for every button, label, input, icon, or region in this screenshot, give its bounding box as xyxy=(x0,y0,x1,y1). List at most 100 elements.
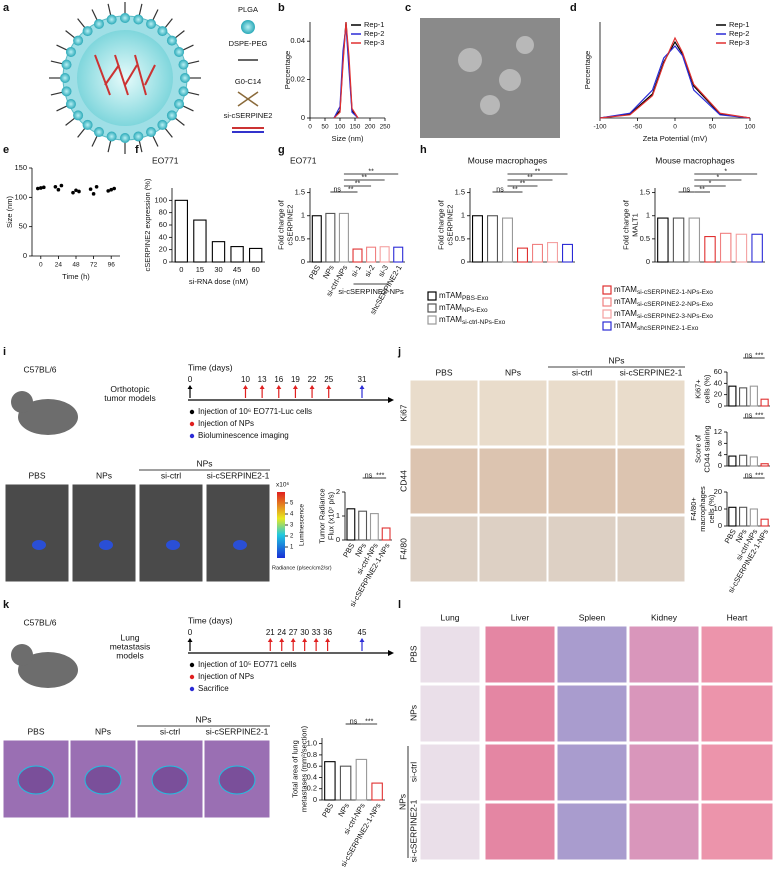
plga-bead xyxy=(166,35,177,46)
timeline-tick-label: 24 xyxy=(277,628,286,637)
bar xyxy=(561,243,573,263)
row-label: PBS xyxy=(408,645,418,662)
legend-label: Rep-2 xyxy=(364,29,384,38)
x-tick-label: NPs xyxy=(336,801,351,818)
plga-bead xyxy=(73,35,84,46)
legend-label: mTAMsi-ctrl-NPs-Exo xyxy=(439,315,506,326)
point xyxy=(74,188,78,193)
x-tick-label: -100 xyxy=(593,124,606,131)
x-tick-label: 45 xyxy=(233,265,241,274)
tissue-section xyxy=(484,684,556,743)
legend-label: Rep-3 xyxy=(364,38,384,47)
plga-bead xyxy=(180,73,190,83)
y-tick-label: 1.5 xyxy=(295,188,305,197)
timeline-arrowhead xyxy=(187,638,193,642)
y-tick-label: 1 xyxy=(336,511,340,520)
line xyxy=(333,21,359,119)
legend-label: mTAMPBS-Exo xyxy=(439,291,489,302)
column-label: NPs xyxy=(95,726,111,736)
significance-label: ** xyxy=(512,186,518,193)
timeline-arrowhead xyxy=(187,385,193,389)
y-tick-label: 40 xyxy=(159,232,167,241)
legend-label: si-cSERPINE2 xyxy=(224,111,273,120)
bioluminescence-image xyxy=(71,483,137,583)
significance-label: ** xyxy=(520,180,526,187)
significance-label: *** xyxy=(755,412,763,419)
plga-bead xyxy=(106,14,117,25)
y-tick-label: 20 xyxy=(714,390,722,399)
tissue-section xyxy=(484,743,556,802)
x-tick-label: 48 xyxy=(72,262,80,269)
sirna xyxy=(94,54,111,96)
panel-label: l xyxy=(398,599,401,611)
point xyxy=(59,183,64,188)
y-tick-label: 1.0 xyxy=(307,739,317,748)
panel-label: c xyxy=(405,2,411,14)
sirna xyxy=(114,54,129,96)
point xyxy=(91,192,96,196)
bar xyxy=(339,765,352,801)
legend-sub: shcSERPINE2-1-Exo xyxy=(637,325,699,332)
group-label: NPs xyxy=(196,458,212,468)
sirna xyxy=(104,64,120,86)
timeline-arrowhead xyxy=(359,638,365,642)
chart-title: EO771 xyxy=(152,155,179,165)
colorbar-tick-label: 4 xyxy=(290,512,294,518)
point xyxy=(71,190,75,195)
chart-title: Mouse macrophages xyxy=(468,155,547,165)
bar xyxy=(471,215,483,263)
bar xyxy=(728,455,737,467)
column-label: si-cSERPINE2-1 xyxy=(206,726,269,736)
x-tick-label: 72 xyxy=(90,262,98,269)
column-label: PBS xyxy=(28,470,45,480)
legend-swatch xyxy=(427,291,437,301)
tissue-section xyxy=(628,625,700,684)
line xyxy=(599,40,751,119)
x-tick-label: PBS xyxy=(341,541,356,559)
timeline-tick-label: 27 xyxy=(289,628,298,637)
row-label: CD44 xyxy=(398,470,408,492)
legend-dot xyxy=(189,421,195,427)
bioluminescence-image xyxy=(138,483,204,583)
point xyxy=(53,184,58,189)
legend-label: PLGA xyxy=(238,5,258,14)
y-axis-label: Fold change of xyxy=(276,199,285,250)
legend-swatch xyxy=(602,321,612,331)
timeline-tick-label: 30 xyxy=(300,628,309,637)
panel-label: a xyxy=(3,2,10,14)
y-tick-label: 0.2 xyxy=(307,784,317,793)
line xyxy=(599,36,751,119)
y-axis-label: Size (nm) xyxy=(5,195,14,228)
tissue-section xyxy=(419,802,481,861)
x-tick-label: 96 xyxy=(108,262,116,269)
metastasis xyxy=(17,765,55,795)
row-label: F4/80 xyxy=(398,538,408,560)
signal xyxy=(99,540,113,550)
panel-label: h xyxy=(420,144,427,156)
legend-label: Bioluminescence imaging xyxy=(198,431,289,440)
tissue-section xyxy=(419,684,481,743)
legend-sub: si-ctrl-NPs-Exo xyxy=(462,319,506,326)
significance-label: * xyxy=(709,180,712,187)
column-label: si-ctrl xyxy=(572,367,592,377)
y-tick-label: 0 xyxy=(461,257,465,266)
y-tick-label: 100 xyxy=(14,192,27,201)
y-tick-label: 60 xyxy=(714,367,722,376)
legend-dot xyxy=(189,433,195,439)
legend-label: Rep-3 xyxy=(729,38,749,47)
mouse-head xyxy=(11,391,33,413)
bar xyxy=(739,454,748,467)
legend-swatch xyxy=(427,303,437,313)
significance-label: *** xyxy=(755,352,763,359)
bar xyxy=(371,782,383,801)
y-tick-label: 1.5 xyxy=(455,188,465,197)
colorbar-tick-label: 3 xyxy=(290,523,294,529)
panel-label: i xyxy=(3,346,6,358)
y-axis-label: Total area of lung xyxy=(290,740,299,798)
plga-bead xyxy=(65,99,76,110)
y-tick-label: 1.5 xyxy=(640,188,650,197)
np-core xyxy=(77,30,173,126)
significance-label: ns xyxy=(350,718,358,725)
significance-label: ** xyxy=(527,174,533,181)
point xyxy=(112,186,116,191)
